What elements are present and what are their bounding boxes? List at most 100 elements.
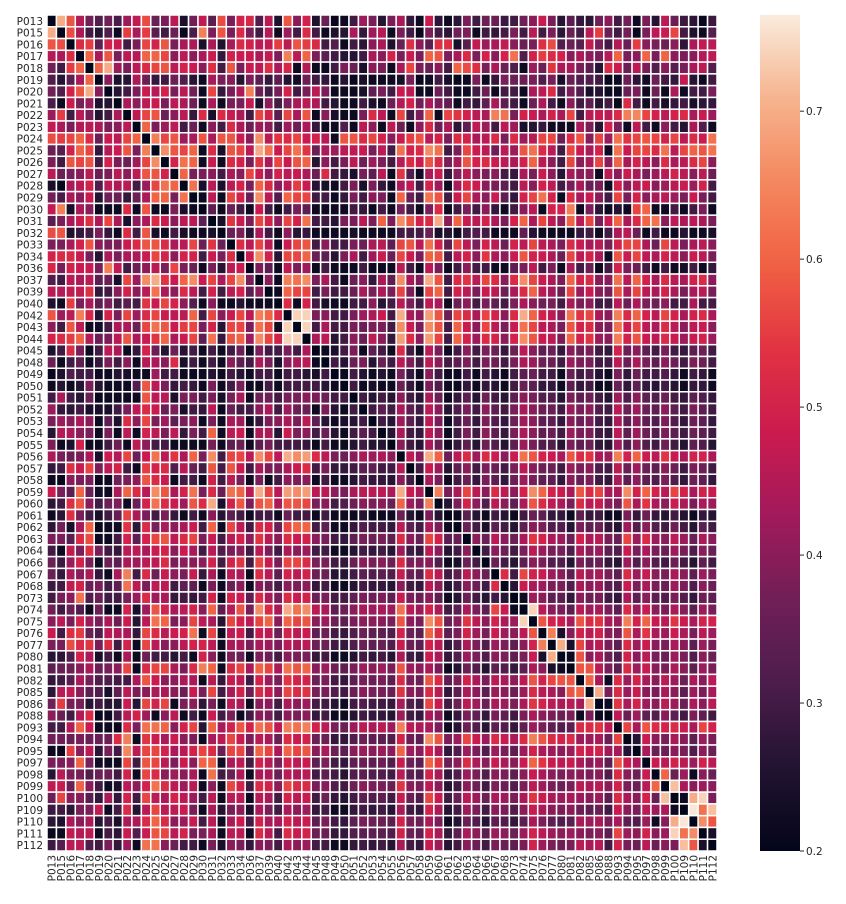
heatmap-cell	[319, 367, 331, 381]
heatmap-cell	[546, 37, 558, 52]
heatmap-cell	[546, 167, 558, 181]
heatmap-cell	[140, 614, 152, 629]
heatmap-cell	[187, 49, 199, 63]
heatmap-cell	[150, 155, 161, 169]
heatmap-cell	[234, 826, 246, 840]
heatmap-cell	[140, 167, 152, 181]
heatmap-cell	[706, 179, 718, 193]
heatmap-cell	[499, 638, 511, 652]
heatmap-cell	[329, 320, 341, 334]
heatmap-cell	[565, 485, 577, 499]
heatmap-cell	[706, 249, 718, 264]
heatmap-cell	[206, 720, 218, 735]
heatmap-cell	[395, 426, 407, 440]
heatmap-cell	[555, 155, 567, 169]
heatmap-cell	[206, 532, 218, 546]
heatmap-cell	[706, 532, 718, 546]
heatmap-cell	[234, 626, 246, 640]
heatmap-cell	[234, 367, 246, 381]
heatmap-cell	[348, 96, 360, 110]
heatmap-cell	[480, 732, 492, 746]
heatmap-cell	[272, 96, 284, 110]
heatmap-cell	[603, 449, 614, 464]
heatmap-cell	[93, 402, 105, 417]
heatmap-cell	[536, 414, 548, 428]
heatmap-cell	[687, 108, 699, 122]
heatmap-cell	[319, 155, 331, 169]
heatmap-cell	[536, 84, 548, 99]
heatmap-cell	[93, 120, 105, 134]
heatmap-cell	[159, 461, 171, 475]
heatmap-cell	[272, 461, 284, 475]
heatmap-cell	[527, 332, 539, 346]
heatmap-cell	[282, 756, 294, 770]
heatmap-cell	[319, 814, 331, 829]
heatmap-cell	[376, 814, 388, 829]
heatmap-cell	[168, 461, 180, 475]
heatmap-cell	[593, 614, 605, 629]
heatmap-cell	[414, 131, 426, 146]
heatmap-cell	[555, 308, 567, 322]
heatmap-cell	[150, 179, 161, 193]
heatmap-cell	[603, 685, 614, 699]
heatmap-cell	[83, 532, 95, 546]
heatmap-cell	[433, 497, 445, 511]
heatmap-cell	[187, 449, 199, 464]
heatmap-cell	[574, 791, 586, 805]
heatmap-cell	[385, 438, 397, 452]
heatmap-cell	[395, 179, 407, 193]
heatmap-cell	[310, 614, 322, 629]
heatmap-cell	[376, 779, 388, 793]
heatmap-cell	[499, 779, 511, 793]
heatmap-cell	[527, 37, 539, 52]
heatmap-cell	[140, 650, 152, 664]
heatmap-cell	[131, 661, 143, 676]
heatmap-cell	[187, 485, 199, 499]
heatmap-cell	[263, 814, 275, 829]
heatmap-cell	[329, 438, 341, 452]
heatmap-cell	[234, 96, 246, 110]
heatmap-cell	[584, 285, 596, 299]
heatmap-cell	[178, 120, 190, 134]
heatmap-cell	[527, 343, 539, 358]
heatmap-cell	[669, 202, 681, 216]
heatmap-cell	[404, 391, 416, 405]
heatmap-cell	[376, 131, 388, 146]
heatmap-cell	[650, 744, 662, 758]
heatmap-cell	[272, 602, 284, 617]
heatmap-cell	[433, 473, 445, 487]
heatmap-cell	[301, 449, 312, 464]
heatmap-cell	[338, 473, 350, 487]
heatmap-cell	[687, 261, 699, 275]
heatmap-cell	[55, 14, 67, 28]
heatmap-cell	[178, 308, 190, 322]
heatmap-cell	[489, 744, 501, 758]
heatmap-cell	[168, 685, 180, 699]
heatmap-cell	[489, 214, 501, 228]
heatmap-cell	[376, 343, 388, 358]
heatmap-cell	[461, 332, 473, 346]
heatmap-cell	[140, 520, 152, 534]
heatmap-cell	[310, 285, 322, 299]
heatmap-cell	[74, 732, 86, 746]
heatmap-cell	[329, 473, 341, 487]
heatmap-cell	[527, 708, 539, 723]
heatmap-cell	[310, 697, 322, 711]
heatmap-cell	[272, 720, 284, 735]
heatmap-cell	[102, 826, 114, 840]
heatmap-cell	[423, 497, 435, 511]
heatmap-cell	[159, 308, 171, 322]
heatmap-cell	[697, 84, 709, 99]
heatmap-cell	[621, 96, 633, 110]
heatmap-cell	[121, 143, 133, 158]
heatmap-cell	[565, 732, 577, 746]
heatmap-cell	[319, 61, 331, 75]
heatmap-cell	[234, 602, 246, 617]
heatmap-cell	[140, 673, 152, 687]
heatmap-cell	[423, 626, 435, 640]
heatmap-cell	[291, 379, 303, 393]
heatmap-cell	[197, 720, 209, 735]
heatmap-cell	[574, 414, 586, 428]
heatmap-cell	[93, 49, 105, 63]
heatmap-cell	[46, 308, 58, 322]
